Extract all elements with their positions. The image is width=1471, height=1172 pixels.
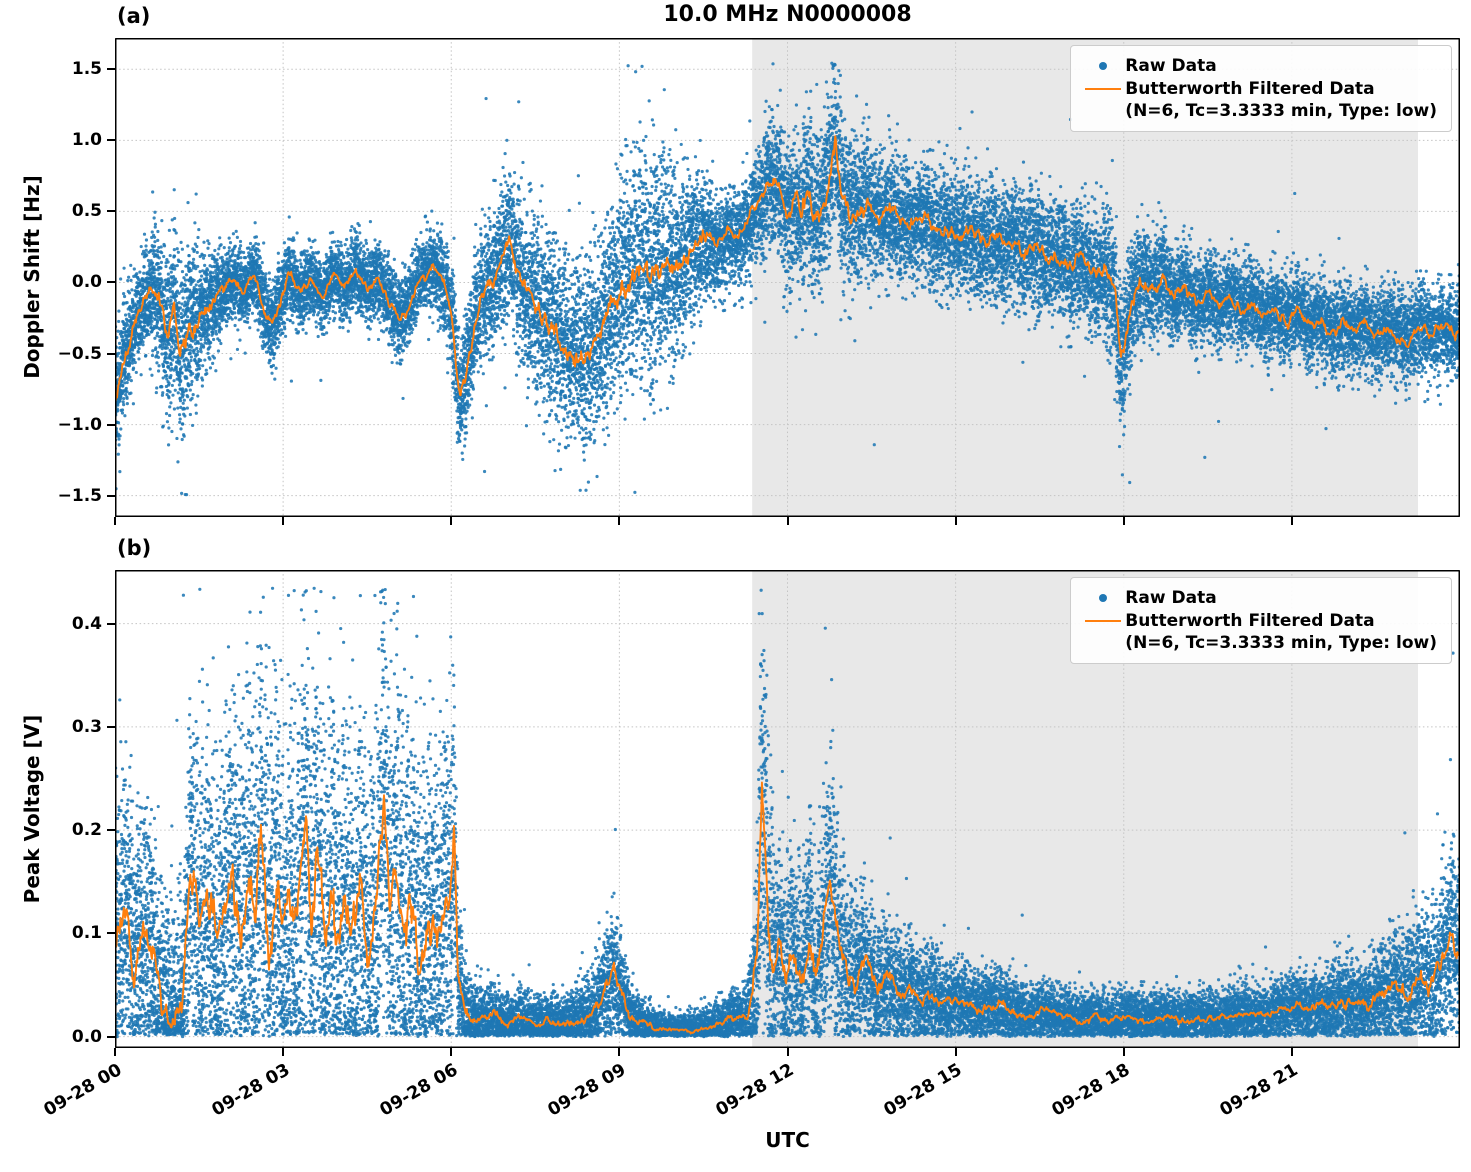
- legend-raw-label: Raw Data: [1125, 588, 1217, 608]
- legend-filtered-label-line2: (N=6, Tc=3.3333 min, Type: low): [1125, 101, 1437, 122]
- y-tick-label: 1.0: [71, 130, 102, 151]
- x-tick-mark: [1290, 1048, 1293, 1056]
- x-tick-mark: [1122, 517, 1125, 525]
- legend-raw-entry: Raw Data: [1081, 587, 1437, 609]
- x-tick-mark: [450, 517, 453, 525]
- panel-b-y-axis-label: Peak Voltage [V]: [20, 714, 44, 904]
- panel-b-label: (b): [117, 536, 152, 560]
- y-tick-label: 0.4: [71, 613, 102, 634]
- x-tick-mark: [450, 1048, 453, 1056]
- x-tick-label: 09-28 15: [880, 1060, 966, 1121]
- raw-data-dot-icon: [1081, 55, 1125, 77]
- y-tick-label: 0.3: [71, 716, 102, 737]
- x-tick-mark: [786, 517, 789, 525]
- y-tick-mark: [107, 210, 115, 213]
- y-tick-label: 0.0: [71, 1026, 102, 1047]
- x-tick-label: 09-28 00: [40, 1060, 125, 1121]
- y-tick-label: 0.2: [71, 820, 102, 841]
- y-tick-mark: [107, 139, 115, 142]
- legend-filtered-entry: Butterworth Filtered Data (N=6, Tc=3.333…: [1081, 610, 1437, 654]
- x-axis-label: UTC: [765, 1128, 810, 1152]
- y-tick-mark: [107, 725, 115, 728]
- panel-a-y-axis-label: Doppler Shift [Hz]: [20, 175, 44, 379]
- y-tick-mark: [107, 352, 115, 355]
- legend-raw-entry: Raw Data: [1081, 55, 1437, 77]
- panel-a-label: (a): [117, 4, 151, 28]
- x-tick-label: 09-28 06: [376, 1060, 462, 1121]
- y-tick-mark: [107, 494, 115, 497]
- panel-b-legend: Raw Data Butterworth Filtered Data (N=6,…: [1070, 577, 1452, 665]
- x-tick-mark: [1290, 517, 1293, 525]
- y-tick-label: −1.5: [57, 485, 102, 506]
- x-tick-mark: [282, 517, 285, 525]
- legend-filtered-entry: Butterworth Filtered Data (N=6, Tc=3.333…: [1081, 78, 1437, 122]
- y-tick-mark: [107, 281, 115, 284]
- x-tick-mark: [1122, 1048, 1125, 1056]
- y-tick-label: −1.0: [57, 414, 102, 435]
- legend-filtered-label: Butterworth Filtered Data (N=6, Tc=3.333…: [1125, 78, 1437, 122]
- y-tick-mark: [107, 1035, 115, 1038]
- x-tick-label: 09-28 18: [1048, 1060, 1134, 1121]
- filtered-line-icon: [1081, 610, 1125, 632]
- legend-filtered-label: Butterworth Filtered Data (N=6, Tc=3.333…: [1125, 610, 1437, 654]
- figure-title: 10.0 MHz N0000008: [663, 2, 912, 27]
- y-tick-mark: [107, 829, 115, 832]
- y-tick-mark: [107, 932, 115, 935]
- y-tick-mark: [107, 622, 115, 625]
- y-tick-label: 0.1: [71, 923, 102, 944]
- legend-filtered-label-line1: Butterworth Filtered Data: [1125, 79, 1375, 100]
- x-tick-mark: [954, 1048, 957, 1056]
- y-tick-label: 1.5: [71, 59, 102, 80]
- x-tick-label: 09-28 12: [712, 1060, 798, 1121]
- filtered-line-icon: [1081, 78, 1125, 100]
- legend-raw-label: Raw Data: [1125, 56, 1217, 76]
- y-tick-label: 0.0: [71, 272, 102, 293]
- x-tick-mark: [618, 1048, 621, 1056]
- legend-filtered-label-line1: Butterworth Filtered Data: [1125, 611, 1375, 632]
- panel-b-plot-area: Raw Data Butterworth Filtered Data (N=6,…: [115, 570, 1460, 1048]
- legend-filtered-label-line2: (N=6, Tc=3.3333 min, Type: low): [1125, 633, 1437, 654]
- panel-a-legend: Raw Data Butterworth Filtered Data (N=6,…: [1070, 45, 1452, 133]
- x-tick-mark: [114, 1048, 116, 1056]
- x-tick-label: 09-28 09: [544, 1060, 630, 1121]
- panel-a-plot-area: Raw Data Butterworth Filtered Data (N=6,…: [115, 38, 1460, 517]
- x-tick-mark: [282, 1048, 285, 1056]
- x-tick-mark: [954, 517, 957, 525]
- y-tick-label: 0.5: [71, 201, 102, 222]
- raw-data-dot-icon: [1081, 587, 1125, 609]
- x-tick-label: 09-28 21: [1217, 1060, 1302, 1121]
- x-tick-mark: [114, 517, 116, 525]
- y-tick-mark: [107, 68, 115, 71]
- x-tick-label: 09-28 03: [208, 1060, 294, 1121]
- x-tick-mark: [618, 517, 621, 525]
- x-tick-mark: [786, 1048, 789, 1056]
- y-tick-mark: [107, 423, 115, 426]
- y-tick-label: −0.5: [57, 343, 102, 364]
